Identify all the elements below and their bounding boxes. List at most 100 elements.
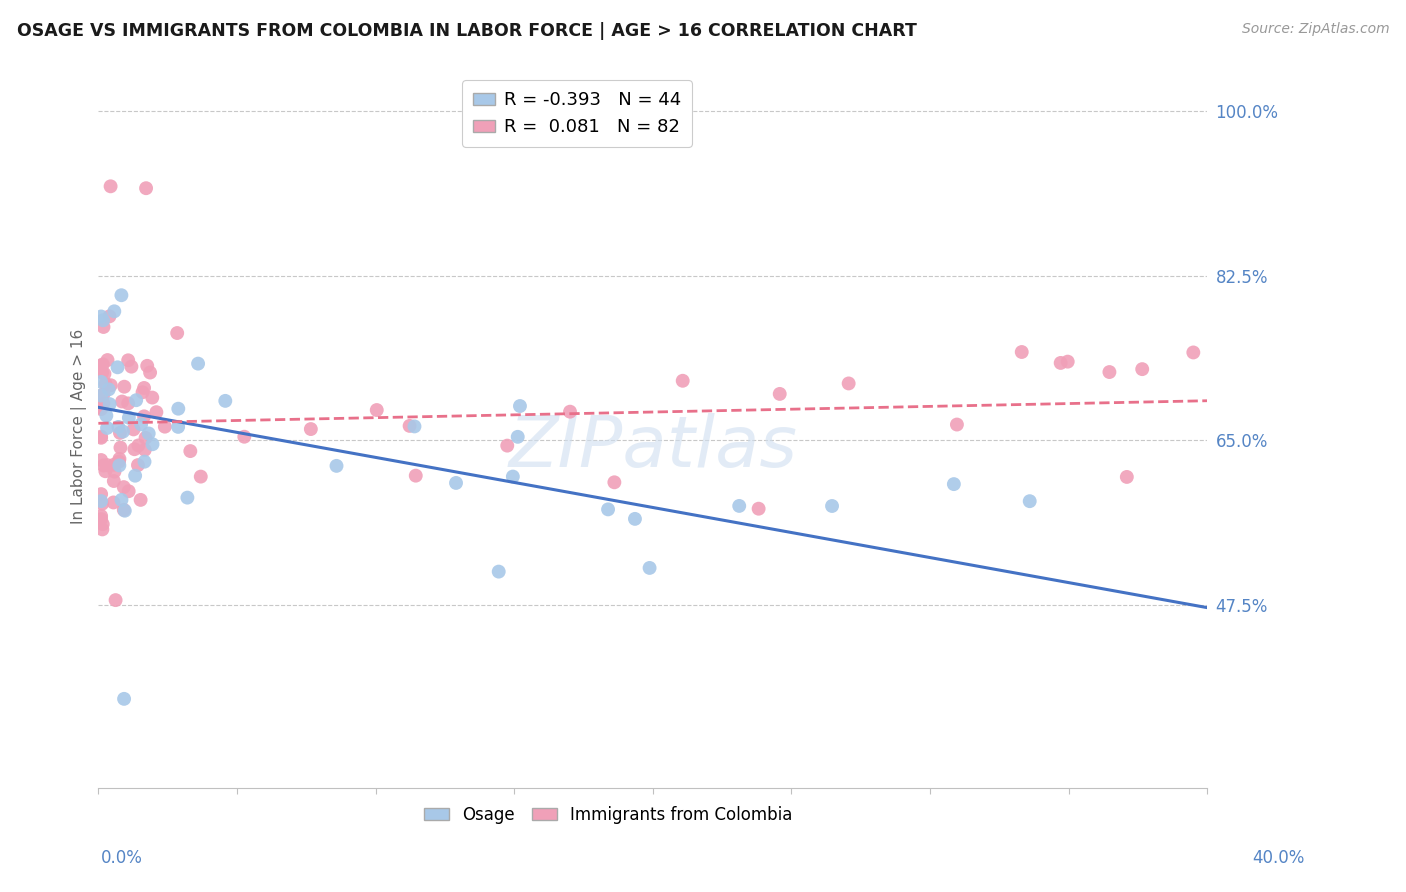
Legend: Osage, Immigrants from Colombia: Osage, Immigrants from Colombia	[418, 799, 799, 830]
Point	[129, 492, 152, 507]
Point	[134, 442, 156, 457]
Point	[96, 353, 118, 368]
Point	[90, 429, 112, 443]
Point	[131, 385, 153, 400]
Point	[122, 422, 145, 436]
Point	[96, 409, 118, 423]
Text: Source: ZipAtlas.com: Source: ZipAtlas.com	[1241, 22, 1389, 37]
Point	[135, 181, 157, 195]
Point	[100, 179, 122, 194]
Point	[127, 458, 149, 472]
Point	[176, 491, 198, 505]
Point	[638, 561, 661, 575]
Point	[91, 357, 114, 371]
Point	[624, 512, 647, 526]
Point	[603, 475, 626, 490]
Point	[94, 464, 117, 478]
Point	[179, 444, 201, 458]
Point	[1182, 345, 1205, 359]
Point	[821, 499, 844, 513]
Point	[111, 394, 134, 409]
Point	[90, 388, 112, 402]
Point	[90, 401, 112, 415]
Point	[110, 288, 132, 302]
Point	[1098, 365, 1121, 379]
Point	[91, 517, 114, 532]
Point	[118, 410, 141, 425]
Point	[90, 494, 112, 508]
Point	[91, 497, 114, 511]
Point	[90, 375, 112, 389]
Point	[90, 487, 112, 501]
Point	[93, 458, 115, 473]
Point	[325, 458, 347, 473]
Point	[91, 396, 114, 410]
Point	[98, 310, 121, 324]
Point	[135, 431, 157, 445]
Point	[90, 431, 112, 445]
Point	[366, 403, 388, 417]
Text: OSAGE VS IMMIGRANTS FROM COLOMBIA IN LABOR FORCE | AGE > 16 CORRELATION CHART: OSAGE VS IMMIGRANTS FROM COLOMBIA IN LAB…	[17, 22, 917, 40]
Point	[90, 509, 112, 524]
Point	[190, 469, 212, 483]
Point	[138, 426, 160, 441]
Point	[502, 469, 524, 483]
Point	[97, 383, 120, 397]
Point	[104, 593, 127, 607]
Text: 40.0%: 40.0%	[1253, 849, 1305, 867]
Point	[141, 391, 163, 405]
Point	[166, 326, 188, 340]
Point	[108, 455, 131, 469]
Point	[112, 691, 135, 706]
Point	[108, 425, 131, 440]
Point	[1056, 354, 1078, 368]
Point	[141, 437, 163, 451]
Point	[167, 401, 190, 416]
Point	[112, 480, 135, 494]
Point	[728, 499, 751, 513]
Point	[127, 438, 149, 452]
Point	[117, 396, 139, 410]
Point	[132, 381, 155, 395]
Point	[96, 458, 118, 472]
Point	[132, 409, 155, 424]
Point	[103, 465, 125, 479]
Point	[108, 451, 131, 466]
Point	[748, 501, 770, 516]
Point	[120, 359, 142, 374]
Point	[942, 477, 965, 491]
Point	[444, 475, 467, 490]
Point	[94, 376, 117, 391]
Point	[90, 310, 112, 324]
Point	[90, 512, 112, 526]
Point	[98, 397, 121, 411]
Point	[139, 366, 162, 380]
Point	[506, 430, 529, 444]
Point	[153, 419, 176, 434]
Point	[134, 455, 156, 469]
Point	[107, 360, 129, 375]
Point	[558, 405, 581, 419]
Point	[1130, 362, 1153, 376]
Point	[125, 393, 148, 408]
Point	[90, 402, 112, 417]
Point	[1115, 470, 1137, 484]
Point	[214, 393, 236, 408]
Point	[114, 504, 136, 518]
Point	[117, 353, 139, 368]
Point	[91, 313, 114, 327]
Point	[108, 458, 131, 473]
Point	[103, 304, 125, 318]
Point	[838, 376, 860, 391]
Point	[1049, 356, 1071, 370]
Point	[1018, 494, 1040, 508]
Point	[93, 387, 115, 401]
Point	[124, 442, 146, 457]
Point	[96, 421, 118, 435]
Point	[405, 468, 427, 483]
Point	[103, 474, 125, 488]
Point	[398, 418, 420, 433]
Point	[187, 357, 209, 371]
Point	[107, 420, 129, 434]
Point	[299, 422, 322, 436]
